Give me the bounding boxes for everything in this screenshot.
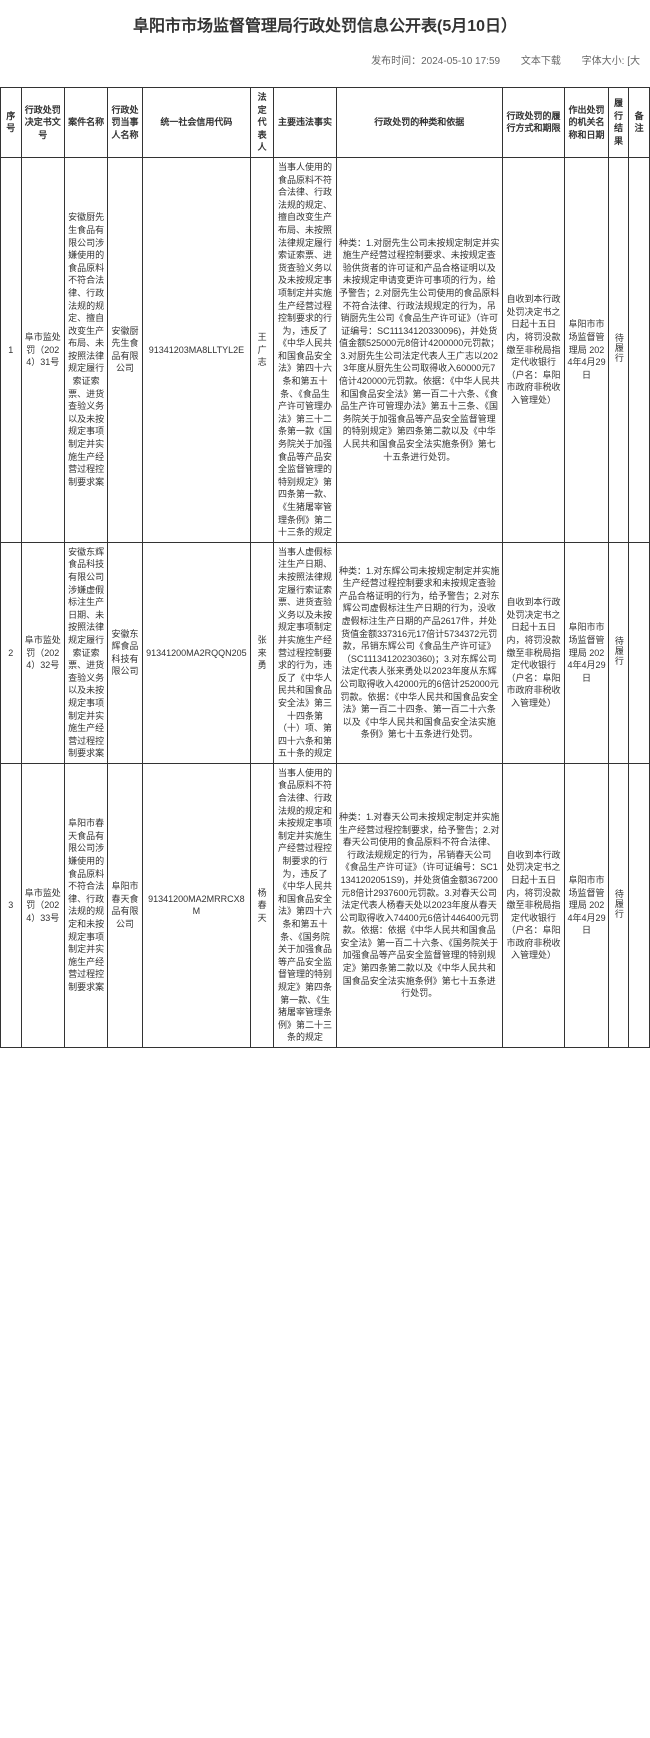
cell-basis: 种类：1.对厨先生公司未按规定制定并实施生产经营过程控制要求、未按规定查验供货者… [336,157,502,542]
th-legal: 法定代表人 [251,88,274,158]
cell-result: 待履行 [608,157,629,542]
cell-legal: 王广志 [251,157,274,542]
cell-code: 91341200MA2RQQN205 [142,542,251,763]
cell-seq: 3 [1,763,22,1047]
th-basis: 行政处罚的种类和依据 [336,88,502,158]
publish-time-value: 2024-05-10 17:59 [421,56,500,67]
cell-note [629,763,650,1047]
cell-basis: 种类：1.对春天公司未按规定制定并实施生产经营过程控制要求，给予警告；2.对春天… [336,763,502,1047]
download-link[interactable]: 文本下载 [521,56,561,67]
cell-note [629,157,650,542]
table-row: 3阜市监处罚（2024）33号阜阳市春天食品有限公司涉嫌使用的食品原料不符合法律… [1,763,650,1047]
th-party: 行政处罚当事人名称 [108,88,142,158]
th-doc: 行政处罚决定书文号 [21,88,64,158]
table-row: 2阜市监处罚（2024）32号安徽东辉食品科技有限公司涉嫌虚假标注生产日期、未按… [1,542,650,763]
cell-code: 91341203MA8LLTYL2E [142,157,251,542]
table-body: 1阜市监处罚（2024）31号安徽厨先生食品有限公司涉嫌使用的食品原料不符合法律… [1,157,650,1047]
cell-method: 自收到本行政处罚决定书之日起十五日内，将罚没款缴至非税局指定代收银行（户名：阜阳… [502,763,565,1047]
th-note: 备注 [629,88,650,158]
cell-case: 安徽东辉食品科技有限公司涉嫌虚假标注生产日期、未按照法律规定履行索证索票、进货查… [64,542,107,763]
cell-party: 安徽东辉食品科技有限公司 [108,542,142,763]
cell-facts: 当事人使用的食品原料不符合法律、行政法规的规定和未按规定事项制定并实施生产经营过… [274,763,337,1047]
cell-party: 安徽厨先生食品有限公司 [108,157,142,542]
fontsize-control[interactable]: 字体大小: [大 [582,56,640,67]
th-case: 案件名称 [64,88,107,158]
table-header: 序号 行政处罚决定书文号 案件名称 行政处罚当事人名称 统一社会信用代码 法定代… [1,88,650,158]
page-title: 阜阳市市场监督管理局行政处罚信息公开表(5月10日） [0,0,650,48]
th-seq: 序号 [1,88,22,158]
cell-doc: 阜市监处罚（2024）31号 [21,157,64,542]
th-code: 统一社会信用代码 [142,88,251,158]
th-method: 行政处罚的履行方式和期限 [502,88,565,158]
cell-note [629,542,650,763]
cell-facts: 当事人虚假标注生产日期、未按照法律规定履行索证索票、进货查验义务以及未按规定事项… [274,542,337,763]
penalty-table: 序号 行政处罚决定书文号 案件名称 行政处罚当事人名称 统一社会信用代码 法定代… [0,87,650,1048]
cell-facts: 当事人使用的食品原料不符合法律、行政法规的规定、擅自改变生产布局、未按照法律规定… [274,157,337,542]
cell-method: 自收到本行政处罚决定书之日起十五日内，将罚没款缴至非税局指定代收银行（户名：阜阳… [502,542,565,763]
meta-row: 发布时间：2024-05-10 17:59 文本下载 字体大小: [大 [0,48,650,87]
cell-result: 待履行 [608,542,629,763]
th-result: 履行结果 [608,88,629,158]
cell-party: 阜阳市春天食品有限公司 [108,763,142,1047]
cell-case: 阜阳市春天食品有限公司涉嫌使用的食品原料不符合法律、行政法规的规定和未按规定事项… [64,763,107,1047]
cell-seq: 1 [1,157,22,542]
cell-doc: 阜市监处罚（2024）33号 [21,763,64,1047]
cell-doc: 阜市监处罚（2024）32号 [21,542,64,763]
th-org: 作出处罚的机关名称和日期 [565,88,608,158]
cell-code: 91341200MA2MRRCX8M [142,763,251,1047]
cell-result: 待履行 [608,763,629,1047]
cell-case: 安徽厨先生食品有限公司涉嫌使用的食品原料不符合法律、行政法规的规定、擅自改变生产… [64,157,107,542]
cell-legal: 张来勇 [251,542,274,763]
publish-time: 发布时间：2024-05-10 17:59 [371,56,503,67]
cell-org: 阜阳市市场监督管理局 2024年4月29日 [565,542,608,763]
table-row: 1阜市监处罚（2024）31号安徽厨先生食品有限公司涉嫌使用的食品原料不符合法律… [1,157,650,542]
cell-org: 阜阳市市场监督管理局 2024年4月29日 [565,157,608,542]
cell-seq: 2 [1,542,22,763]
cell-basis: 种类：1.对东辉公司未按规定制定并实施生产经营过程控制要求和未按规定查验产品合格… [336,542,502,763]
cell-method: 自收到本行政处罚决定书之日起十五日内，将罚没款缴至非税局指定代收银行（户名：阜阳… [502,157,565,542]
cell-legal: 杨春天 [251,763,274,1047]
th-facts: 主要违法事实 [274,88,337,158]
publish-label: 发布时间： [371,56,421,67]
cell-org: 阜阳市市场监督管理局 2024年4月29日 [565,763,608,1047]
